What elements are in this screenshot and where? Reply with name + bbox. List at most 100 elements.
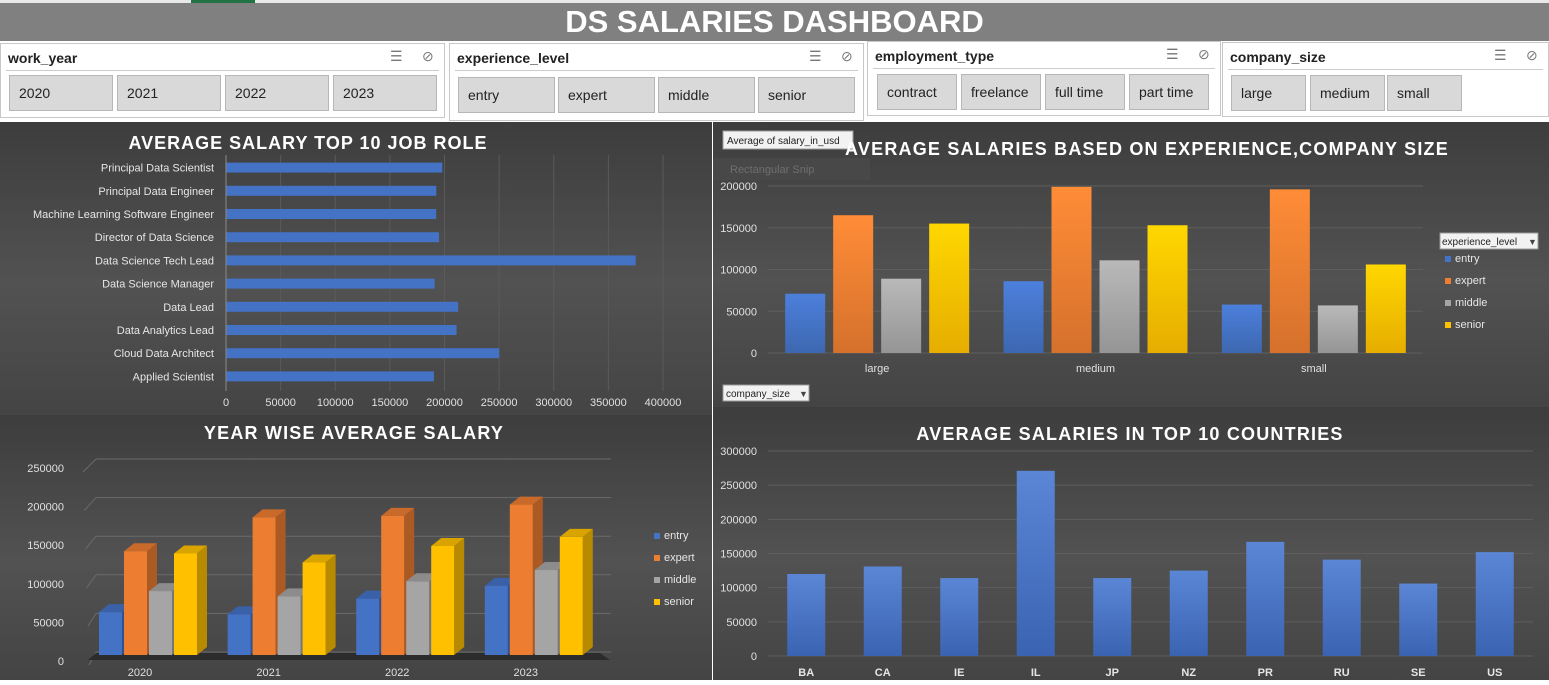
chart-title: AVERAGE SALARY TOP 10 JOB ROLE <box>128 133 487 153</box>
legend-swatch <box>654 555 660 561</box>
dashboard-title: DS SALARIES DASHBOARD <box>0 3 1549 41</box>
x-tick-label: 200000 <box>426 397 463 409</box>
clear-filter-icon[interactable]: ⊘ <box>1526 47 1538 63</box>
bar <box>99 612 122 655</box>
bar <box>1322 559 1361 656</box>
y-tick-label: 100000 <box>720 265 757 277</box>
bar <box>787 574 826 656</box>
bar-top <box>149 583 182 592</box>
x-category-label: US <box>1487 667 1502 679</box>
bar-top <box>509 496 543 505</box>
slicer-experience-level: experience_level ☰ ⊘ entry expert middle senio… <box>449 43 864 121</box>
dropdown-arrow-icon: ▼ <box>1528 237 1537 247</box>
bar-top <box>431 537 465 546</box>
multi-select-icon[interactable]: ☰ <box>809 48 822 64</box>
slicer-item-contract[interactable]: contract <box>877 74 957 110</box>
slicer-item-part-time[interactable]: part time <box>1129 74 1209 110</box>
slicer-item-2020[interactable]: 2020 <box>9 75 113 111</box>
x-category-label: 2021 <box>256 667 280 679</box>
slicer-item-small[interactable]: small <box>1387 75 1462 111</box>
bar <box>1099 260 1140 353</box>
x-category-label: RU <box>1334 667 1350 679</box>
gridline-depth <box>87 613 97 627</box>
chart-title: YEAR WISE AVERAGE SALARY <box>204 423 504 443</box>
bar <box>226 232 440 243</box>
chart-year-wise: YEAR WISE AVERAGE SALARY 0 50000 100000 1500… <box>27 423 696 679</box>
chart-panel-experience-company: Average of salary_in_usd Rectangular Snip… <box>699 122 1549 407</box>
slicer-header: company_size <box>1230 49 1326 65</box>
bar <box>534 570 558 655</box>
x-tick-label: 300000 <box>535 397 572 409</box>
slicer-company-size: company_size ☰ ⊘ large medium small <box>1222 42 1549 117</box>
bar <box>302 562 326 655</box>
slicer-item-medium[interactable]: medium <box>1310 75 1385 111</box>
bar <box>226 301 459 312</box>
x-tick-label: 350000 <box>590 397 627 409</box>
slicer-item-2022[interactable]: 2022 <box>225 75 329 111</box>
axis-field-label: company_size <box>726 389 790 400</box>
slicer-header: experience_level <box>457 50 570 66</box>
legend-swatch <box>1445 300 1451 306</box>
y-tick-label: 0 <box>751 348 757 360</box>
multi-select-icon[interactable]: ☰ <box>1494 47 1507 63</box>
y-category-label: Principal Data Engineer <box>98 186 214 198</box>
bar <box>1269 189 1310 353</box>
legend-swatch <box>1445 322 1451 328</box>
clear-filter-icon[interactable]: ⊘ <box>422 48 434 64</box>
multi-select-icon[interactable]: ☰ <box>390 48 403 64</box>
bar <box>929 223 970 353</box>
axis-field-button <box>722 384 810 402</box>
chart-title: AVERAGE SALARIES BASED ON EXPERIENCE,COM… <box>845 139 1449 159</box>
bar <box>406 581 430 655</box>
x-category-label: JP <box>1106 667 1119 679</box>
bar <box>226 348 500 359</box>
legend-label: entry <box>1455 253 1480 265</box>
bar-side <box>454 537 465 655</box>
slicer-item-2021[interactable]: 2021 <box>117 75 221 111</box>
bar-top <box>534 562 568 571</box>
bar <box>484 585 508 655</box>
slicer-item-large[interactable]: large <box>1231 75 1306 111</box>
y-category-label: Director of Data Science <box>95 232 214 244</box>
chart-job-roles: AVERAGE SALARY TOP 10 JOB ROLE 0 50000 1000… <box>33 133 682 409</box>
legend-field-button <box>1439 232 1539 250</box>
slicer-item-2023[interactable]: 2023 <box>333 75 437 111</box>
y-category-label: Cloud Data Architect <box>114 348 214 360</box>
bar <box>226 278 435 289</box>
x-category-label: IL <box>1031 667 1041 679</box>
y-category-label: Data Lead <box>163 302 214 314</box>
pivot-values-label: Average of salary_in_usd <box>727 136 840 147</box>
bar-top <box>302 554 336 563</box>
multi-select-icon[interactable]: ☰ <box>1166 46 1179 62</box>
bar <box>833 215 874 353</box>
y-tick-label: 150000 <box>27 540 64 552</box>
legend-label: expert <box>664 552 695 564</box>
bar <box>227 614 251 655</box>
x-category-label: 2020 <box>128 667 152 679</box>
chart-countries: AVERAGE SALARIES IN TOP 10 COUNTRIES 0 500… <box>720 424 1533 679</box>
y-tick-label: 0 <box>751 651 757 663</box>
y-tick-label: 200000 <box>27 502 64 514</box>
x-tick-label: 400000 <box>645 397 682 409</box>
slicer-item-senior[interactable]: senior <box>758 77 855 113</box>
slicer-item-expert[interactable]: expert <box>558 77 655 113</box>
slicer-work-year: work_year ☰ ⊘ 2020 2021 2022 2023 <box>0 43 445 118</box>
slicer-item-middle[interactable]: middle <box>658 77 755 113</box>
x-category-label: CA <box>875 667 891 679</box>
slicer-header: work_year <box>8 50 78 66</box>
legend-swatch <box>654 599 660 605</box>
slicer-item-entry[interactable]: entry <box>458 77 555 113</box>
x-category-label: large <box>865 363 889 375</box>
clear-filter-icon[interactable]: ⊘ <box>1198 46 1210 62</box>
bar-top <box>381 507 415 516</box>
slicer-item-freelance[interactable]: freelance <box>961 74 1041 110</box>
bar <box>1475 552 1514 656</box>
clear-filter-icon[interactable]: ⊘ <box>841 48 853 64</box>
y-tick-label: 0 <box>58 656 64 668</box>
bar <box>226 185 437 196</box>
slicer-item-full-time[interactable]: full time <box>1045 74 1125 110</box>
bar <box>356 598 380 655</box>
slicer-employment-type: employment_type ☰ ⊘ contract freelance full t… <box>867 41 1221 116</box>
y-tick-label: 150000 <box>720 549 757 561</box>
bar <box>863 566 902 656</box>
